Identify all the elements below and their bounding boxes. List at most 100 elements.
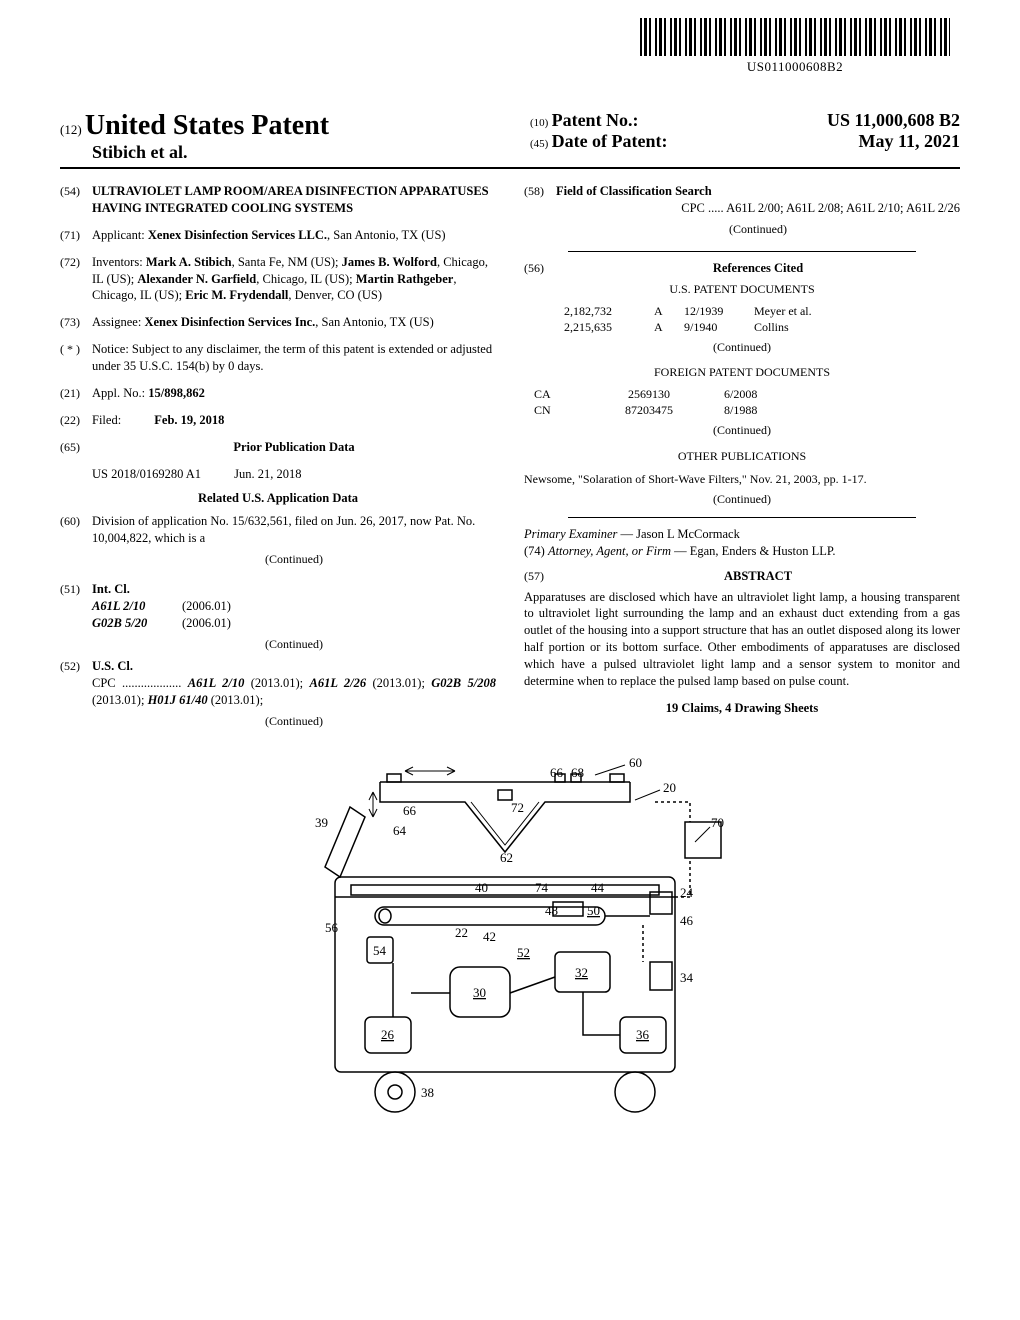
figure-svg: 60 20 70 66 68 72 66 64 62 39 40 74 44 2… (295, 757, 725, 1127)
inventor-1: Mark A. Stibich (146, 255, 232, 269)
field-73-tail: , San Antonio, TX (US) (315, 315, 434, 329)
inventor-1-loc: , Santa Fe, NM (US); (232, 255, 342, 269)
field-54-title: ULTRAVIOLET LAMP ROOM/AREA DISINFECTION … (92, 183, 496, 217)
left-column: (54) ULTRAVIOLET LAMP ROOM/AREA DISINFEC… (60, 183, 496, 743)
foreign-ref-0: CA 2569130 6/2008 (534, 386, 960, 402)
field-65-pub: US 2018/0169280 A1 Jun. 21, 2018 (60, 466, 496, 483)
cpc-prefix: CPC ................... (92, 676, 181, 690)
int-cl-year-0: (2006.01) (182, 598, 231, 615)
field-52: (52) U.S. Cl. CPC ................... A6… (60, 658, 496, 733)
fig-label-72: 72 (511, 800, 524, 815)
field-60-num: (60) (60, 513, 92, 571)
field-22-num: (22) (60, 412, 92, 429)
pub-date: Jun. 21, 2018 (234, 467, 301, 481)
fig-label-56: 56 (325, 920, 339, 935)
field-22-label: Filed: (92, 413, 121, 427)
field-72-content: Inventors: Mark A. Stibich, Santa Fe, NM… (92, 254, 496, 305)
code-12: (12) (60, 122, 82, 137)
us-ref-0-name: Meyer et al. (754, 303, 960, 319)
us-ref-0-date: 12/1939 (684, 303, 754, 319)
field-51-num: (51) (60, 581, 92, 656)
field-73-num: (73) (60, 314, 92, 331)
patent-figure: 60 20 70 66 68 72 66 64 62 39 40 74 44 2… (60, 757, 960, 1127)
cpc-2y: (2013.01); (366, 676, 431, 690)
attorney-num: (74) (524, 544, 545, 558)
int-cl-row-1: G02B 5/20 (2006.01) (92, 615, 496, 632)
header-left: (12) United States Patent Stibich et al. (60, 110, 510, 163)
us-ref-1-name: Collins (754, 319, 960, 335)
attorney-name: Egan, Enders & Huston LLP. (690, 544, 836, 558)
inventor-2: James B. Wolford (342, 255, 437, 269)
field-71-label: Applicant: (92, 228, 145, 242)
date-of-patent-value: May 11, 2021 (859, 131, 961, 152)
field-52-continued: (Continued) (92, 713, 496, 729)
us-ref-1-num: 2,215,635 (564, 319, 654, 335)
cpc-4: H01J 61/40 (148, 693, 208, 707)
fig-label-26: 26 (381, 1027, 395, 1042)
field-71-num: (71) (60, 227, 92, 244)
field-73: (73) Assignee: Xenex Disinfection Servic… (60, 314, 496, 331)
us-ref-1: 2,215,635 A 9/1940 Collins (564, 319, 960, 335)
fig-label-36: 36 (636, 1027, 650, 1042)
foreign-ref-1-num: 87203475 (574, 402, 724, 418)
code-10: (10) (530, 117, 548, 129)
field-56: (56) References Cited (524, 260, 960, 277)
field-notice: ( * ) Notice: Subject to any disclaimer,… (60, 341, 496, 375)
inventor-3: Alexander N. Garfield (137, 272, 256, 286)
field-58-continued: (Continued) (556, 221, 960, 237)
us-ref-1-date: 9/1940 (684, 319, 754, 335)
fig-label-42: 42 (483, 929, 496, 944)
related-heading: Related U.S. Application Data (60, 490, 496, 507)
field-52-num: (52) (60, 658, 92, 733)
right-column: (58) Field of Classification Search CPC … (524, 183, 960, 743)
attorney-row: (74) Attorney, Agent, or Firm — Egan, En… (524, 543, 960, 560)
foreign-refs-continued: (Continued) (524, 422, 960, 438)
field-22-value: Feb. 19, 2018 (154, 413, 224, 427)
field-72: (72) Inventors: Mark A. Stibich, Santa F… (60, 254, 496, 305)
field-60: (60) Division of application No. 15/632,… (60, 513, 496, 571)
int-cl-row-0: A61L 2/10 (2006.01) (92, 598, 496, 615)
fig-label-38: 38 (421, 1085, 434, 1100)
field-58: (58) Field of Classification Search CPC … (524, 183, 960, 241)
fig-label-46: 46 (680, 913, 694, 928)
field-notice-num: ( * ) (60, 341, 92, 375)
fig-label-54: 54 (373, 943, 387, 958)
field-56-heading: References Cited (556, 260, 960, 277)
columns: (54) ULTRAVIOLET LAMP ROOM/AREA DISINFEC… (60, 183, 960, 743)
foreign-ref-1-date: 8/1988 (724, 402, 757, 418)
code-45: (45) (530, 138, 548, 150)
field-65: (65) Prior Publication Data (60, 439, 496, 456)
fig-label-48: 48 (545, 903, 558, 918)
fig-label-62: 62 (500, 850, 513, 865)
date-of-patent-label: Date of Patent: (552, 131, 668, 151)
divider-2 (568, 517, 917, 518)
foreign-ref-0-cc: CA (534, 386, 574, 402)
examiner-label: Primary Examiner (524, 527, 617, 541)
attorney-label: Attorney, Agent, or Firm (548, 544, 671, 558)
cpc-2: A61L 2/26 (310, 676, 367, 690)
field-58-text: CPC ..... A61L 2/00; A61L 2/08; A61L 2/1… (556, 200, 960, 217)
foreign-heading: FOREIGN PATENT DOCUMENTS (524, 364, 960, 380)
field-60-text: Division of application No. 15/632,561, … (92, 513, 496, 547)
field-65-num: (65) (60, 439, 92, 456)
fig-label-34: 34 (680, 970, 694, 985)
attorney-sep: — (671, 544, 690, 558)
field-21-num: (21) (60, 385, 92, 402)
abstract-text: Apparatuses are disclosed which have an … (524, 589, 960, 690)
field-54: (54) ULTRAVIOLET LAMP ROOM/AREA DISINFEC… (60, 183, 496, 217)
fig-label-68: 68 (571, 765, 584, 780)
us-patent-docs-heading: U.S. PATENT DOCUMENTS (524, 281, 960, 297)
field-58-label: Field of Classification Search (556, 183, 960, 200)
cpc-3: G02B 5/208 (431, 676, 496, 690)
field-54-num: (54) (60, 183, 92, 217)
field-22: (22) Filed: Feb. 19, 2018 (60, 412, 496, 429)
patent-authors: Stibich et al. (60, 142, 510, 163)
field-58-num: (58) (524, 183, 556, 241)
inventor-5-loc: , Denver, CO (US) (288, 288, 382, 302)
fig-label-22: 22 (455, 925, 468, 940)
foreign-ref-1: CN 87203475 8/1988 (534, 402, 960, 418)
us-ref-1-code: A (654, 319, 684, 335)
cpc-4y: (2013.01); (208, 693, 264, 707)
foreign-refs: CA 2569130 6/2008 CN 87203475 8/1988 (524, 386, 960, 418)
us-ref-0: 2,182,732 A 12/1939 Meyer et al. (564, 303, 960, 319)
